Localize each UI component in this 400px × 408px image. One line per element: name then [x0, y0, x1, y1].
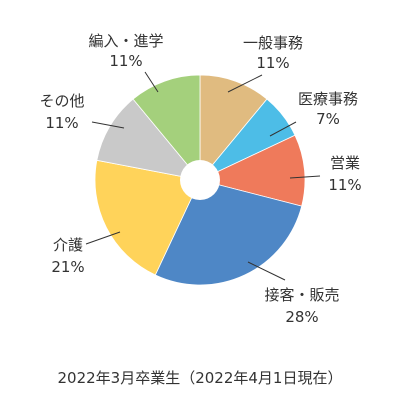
donut-hole [180, 160, 220, 200]
slice-name-label: 接客・販売 [264, 286, 339, 304]
slice-value-label: 11% [256, 54, 289, 72]
pie-slice-7 [132, 74, 201, 182]
leader-line-6 [91, 121, 125, 129]
slice-value-label: 7% [316, 110, 340, 128]
leader-line-5 [85, 231, 121, 245]
leader-line-4 [247, 261, 286, 281]
leader-lines [85, 71, 321, 281]
pie-slice-5 [94, 159, 201, 276]
slice-value-label: 11% [109, 52, 142, 70]
slice-name-label: その他 [39, 92, 84, 110]
pie-slice-6 [96, 98, 202, 181]
slice-name-label: 一般事務 [243, 34, 303, 52]
slice-value-label: 11% [45, 114, 78, 132]
pie-slice-4 [154, 179, 303, 286]
slice-value-label: 11% [328, 176, 361, 194]
slice-name-label: 編入・進学 [88, 32, 163, 50]
pie-slice-3 [198, 134, 306, 207]
slice-name-label: 介護 [53, 236, 83, 254]
slice-value-label: 28% [285, 308, 318, 326]
chart-caption: 2022年3月卒業生（2022年4月1日現在） [57, 369, 343, 387]
leader-line-1 [227, 74, 263, 93]
pie-slice-1 [199, 74, 268, 182]
leader-line-7 [144, 71, 159, 93]
slice-labels: 一般事務 11% 医療事務 7% 営業 11% 接客・販売 28% 介護 21% その他 11% 編入・… [39, 32, 361, 326]
leader-line-2 [269, 121, 297, 137]
slice-name-label: 医療事務 [298, 90, 358, 108]
slice-name-label: 営業 [330, 154, 360, 172]
leader-line-3 [289, 175, 321, 179]
slice-value-label: 21% [51, 258, 84, 276]
pie-slices [94, 74, 306, 286]
